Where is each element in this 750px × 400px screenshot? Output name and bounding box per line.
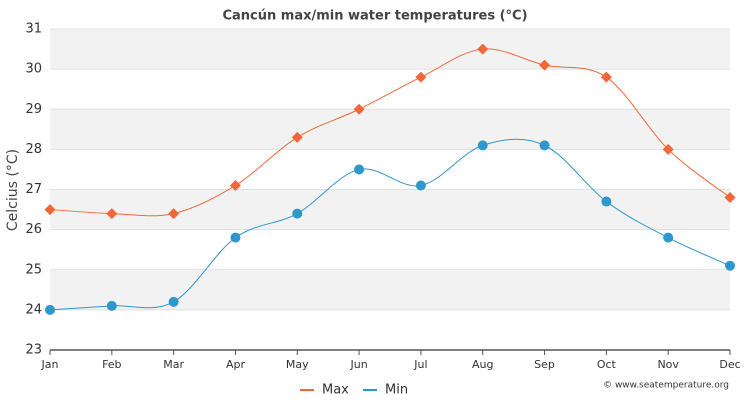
marker [477,43,489,55]
y-tick-label: 30 [25,62,42,77]
marker [415,71,427,83]
marker [292,208,303,219]
x-tick-label: Jun [349,358,367,371]
y-tick-label: 27 [25,182,42,197]
marker [477,140,488,151]
marker [725,260,735,271]
y-tick-label: 29 [25,102,42,117]
y-tick-label: 25 [25,262,42,277]
marker [106,208,118,220]
marker [291,131,303,143]
y-tick-label: 23 [25,343,42,358]
x-tick-label: May [286,358,309,371]
legend-label: Min [385,383,408,398]
plot-band [50,269,730,310]
marker [539,59,551,71]
y-tick-label: 26 [25,222,42,237]
marker [353,103,365,115]
marker [230,232,241,243]
y-tick-label: 28 [25,142,42,157]
x-tick-label: Jan [41,358,59,371]
x-tick-label: Apr [226,358,246,371]
x-tick-label: Dec [719,358,740,371]
marker [354,164,365,175]
marker [45,304,55,315]
marker [168,208,180,220]
y-tick-label: 24 [25,302,42,317]
marker [662,143,674,155]
chart-title: Cancún max/min water temperatures (°C) [222,9,527,24]
marker [229,179,241,191]
y-axis-label: Celcius (°C) [5,149,21,231]
marker [600,71,612,83]
y-tick-label: 31 [25,22,42,37]
marker [663,232,674,243]
x-tick-label: Sep [534,358,555,371]
marker [168,296,179,307]
marker [106,300,117,311]
marker [724,192,736,204]
marker [44,204,56,216]
legend-label: Max [322,383,349,398]
x-tick-label: Mar [163,358,184,371]
x-tick-label: Oct [597,358,617,371]
x-tick-label: Feb [102,358,121,371]
plot-bands [50,29,730,310]
credit: © www.seatemperature.org [603,381,729,391]
plot-band [50,109,730,150]
x-tick-label: Nov [657,358,679,371]
marker [415,180,426,191]
marker [539,140,550,151]
x-tick-label: Aug [472,358,493,371]
marker [601,196,612,207]
x-tick-label: Jul [413,358,427,371]
plot-band [50,189,730,230]
plot-band [50,29,730,70]
